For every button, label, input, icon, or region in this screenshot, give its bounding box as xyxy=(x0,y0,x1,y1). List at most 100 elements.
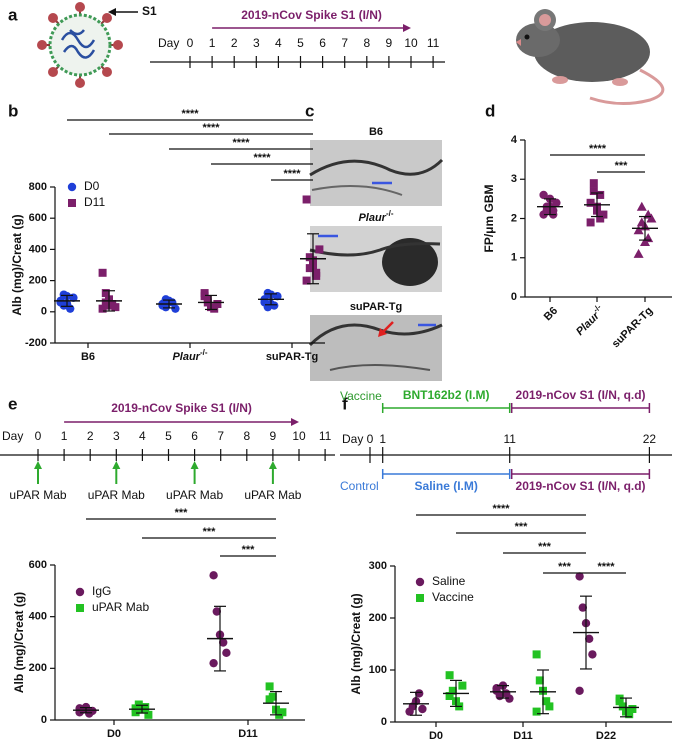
y-tick-label: -200 xyxy=(25,337,47,349)
day-number: 6 xyxy=(191,429,198,443)
x-tick-label: D11 xyxy=(513,730,533,742)
data-point xyxy=(131,704,140,713)
significance-label: *** xyxy=(203,526,217,538)
legend-label: IgG xyxy=(92,584,111,598)
legend-label: Vaccine xyxy=(432,590,474,604)
panel-letter: a xyxy=(8,5,18,24)
data-point xyxy=(586,218,595,227)
significance-label: **** xyxy=(181,108,199,120)
phase-label: BNT162b2 (I.M) xyxy=(403,388,490,402)
data-point xyxy=(636,201,647,211)
data-point xyxy=(418,704,427,714)
day-number: 4 xyxy=(275,36,282,50)
y-tick-label: 300 xyxy=(369,560,387,572)
data-point xyxy=(67,182,77,192)
data-point xyxy=(212,607,221,616)
significance-label: *** xyxy=(558,561,572,573)
day-number: 3 xyxy=(253,36,260,50)
dose-label: uPAR Mab xyxy=(9,488,66,502)
y-tick-label: 800 xyxy=(29,181,47,193)
s1-label: S1 xyxy=(142,4,157,18)
day-number: 1 xyxy=(61,429,68,443)
data-point xyxy=(445,671,454,680)
data-point xyxy=(585,634,594,643)
significance-label: *** xyxy=(515,521,529,533)
data-point xyxy=(539,190,548,200)
data-point xyxy=(636,217,647,227)
significance-label: **** xyxy=(202,122,220,134)
data-point xyxy=(535,676,544,685)
data-point xyxy=(416,594,424,602)
day-number: 5 xyxy=(297,36,304,50)
mouse-illustration xyxy=(516,9,665,105)
y-tick-label: 0 xyxy=(381,716,387,728)
data-point xyxy=(144,710,153,719)
significance-label: *** xyxy=(242,544,256,556)
data-point xyxy=(458,681,467,690)
day-number: 11 xyxy=(427,36,440,50)
panel-letter: b xyxy=(8,101,18,120)
day-number: 8 xyxy=(363,36,370,50)
day-number: 11 xyxy=(503,432,516,446)
x-tick-label-text: Plaur xyxy=(172,351,200,363)
day-label: Day xyxy=(2,429,23,443)
x-tick-label-text: B6 xyxy=(81,351,95,363)
y-axis-label: Alb (mg)/Creat (g) xyxy=(12,592,26,693)
data-point xyxy=(222,648,231,658)
em-label: Plaur-/- xyxy=(358,209,393,224)
panel-letter: c xyxy=(305,101,314,120)
data-point xyxy=(111,303,120,312)
significance-label: **** xyxy=(597,561,615,573)
y-tick-label: 200 xyxy=(29,662,47,674)
significance-label: *** xyxy=(538,541,552,553)
em-label-text: suPAR-Tg xyxy=(350,301,402,313)
arrow-head xyxy=(403,24,411,32)
panel-letter: d xyxy=(485,101,495,120)
data-point xyxy=(628,705,637,713)
arrow-head xyxy=(34,461,42,469)
data-point xyxy=(278,708,287,717)
arrow-head xyxy=(268,461,277,469)
arrow-head xyxy=(190,461,199,469)
data-point xyxy=(98,304,107,313)
x-tick-label: Plaur-/- xyxy=(172,348,207,363)
data-point xyxy=(448,686,457,695)
x-tick-label-text: D0 xyxy=(429,730,443,742)
y-tick-label: 1 xyxy=(511,252,517,264)
control-label: Control xyxy=(340,479,379,493)
data-point xyxy=(265,682,274,691)
x-tick-label-text: suPAR-Tg xyxy=(610,305,656,351)
day-number: 6 xyxy=(319,36,326,50)
y-tick-label: 0 xyxy=(41,306,47,318)
em-images xyxy=(308,140,444,381)
day-number: 9 xyxy=(386,36,393,50)
challenge-label: 2019-nCov Spike S1 (I/N) xyxy=(241,8,382,22)
day-number: 10 xyxy=(292,429,306,443)
day-number: 0 xyxy=(35,429,42,443)
legend-label: D0 xyxy=(84,179,100,193)
day-number: 22 xyxy=(643,432,657,446)
x-tick-label: B6 xyxy=(542,305,560,323)
data-point xyxy=(589,179,598,188)
data-point xyxy=(265,695,274,704)
challenge-label: 2019-nCov Spike S1 (I/N) xyxy=(111,401,252,415)
data-point xyxy=(161,295,170,304)
day-number: 11 xyxy=(319,429,332,443)
data-point xyxy=(578,603,587,612)
significance-label: *** xyxy=(615,160,629,172)
data-point xyxy=(209,658,218,668)
day-number: 1 xyxy=(379,432,386,446)
y-tick-label: 600 xyxy=(29,212,47,224)
data-point xyxy=(415,689,424,698)
day-number: 7 xyxy=(217,429,224,443)
em-label-sup: -/- xyxy=(386,209,394,218)
legend-label: uPAR Mab xyxy=(92,600,149,614)
data-point xyxy=(545,702,554,711)
significance-label: *** xyxy=(175,507,189,519)
x-tick-label-text: suPAR-Tg xyxy=(266,351,318,363)
data-point xyxy=(171,304,180,313)
data-point xyxy=(305,264,314,273)
data-point xyxy=(75,587,85,597)
day-number: 2 xyxy=(87,429,94,443)
